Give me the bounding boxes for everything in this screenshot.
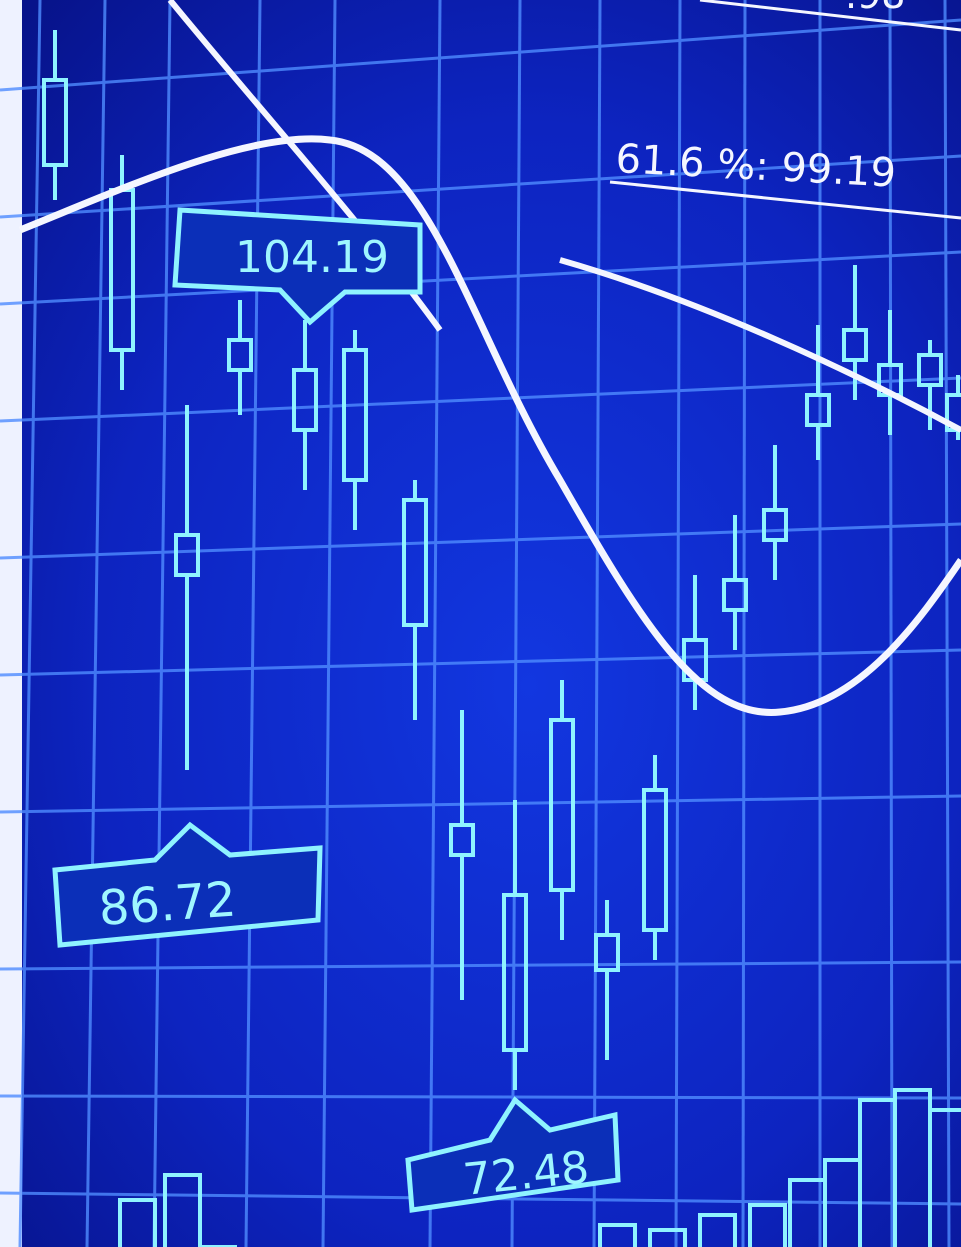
left-edge <box>0 0 22 1247</box>
high-label: 104.19 <box>235 232 389 283</box>
screen-photo: .98 61.6 %: 99.19 104.19 86.72 72.48 <box>0 0 961 1247</box>
page: .98 61.6 %: 99.19 104.19 86.72 72.48 (()… <box>0 0 961 1247</box>
grid-line <box>0 1096 961 1098</box>
top-label: .98 <box>845 0 905 17</box>
mid-label: 86.72 <box>97 872 238 937</box>
